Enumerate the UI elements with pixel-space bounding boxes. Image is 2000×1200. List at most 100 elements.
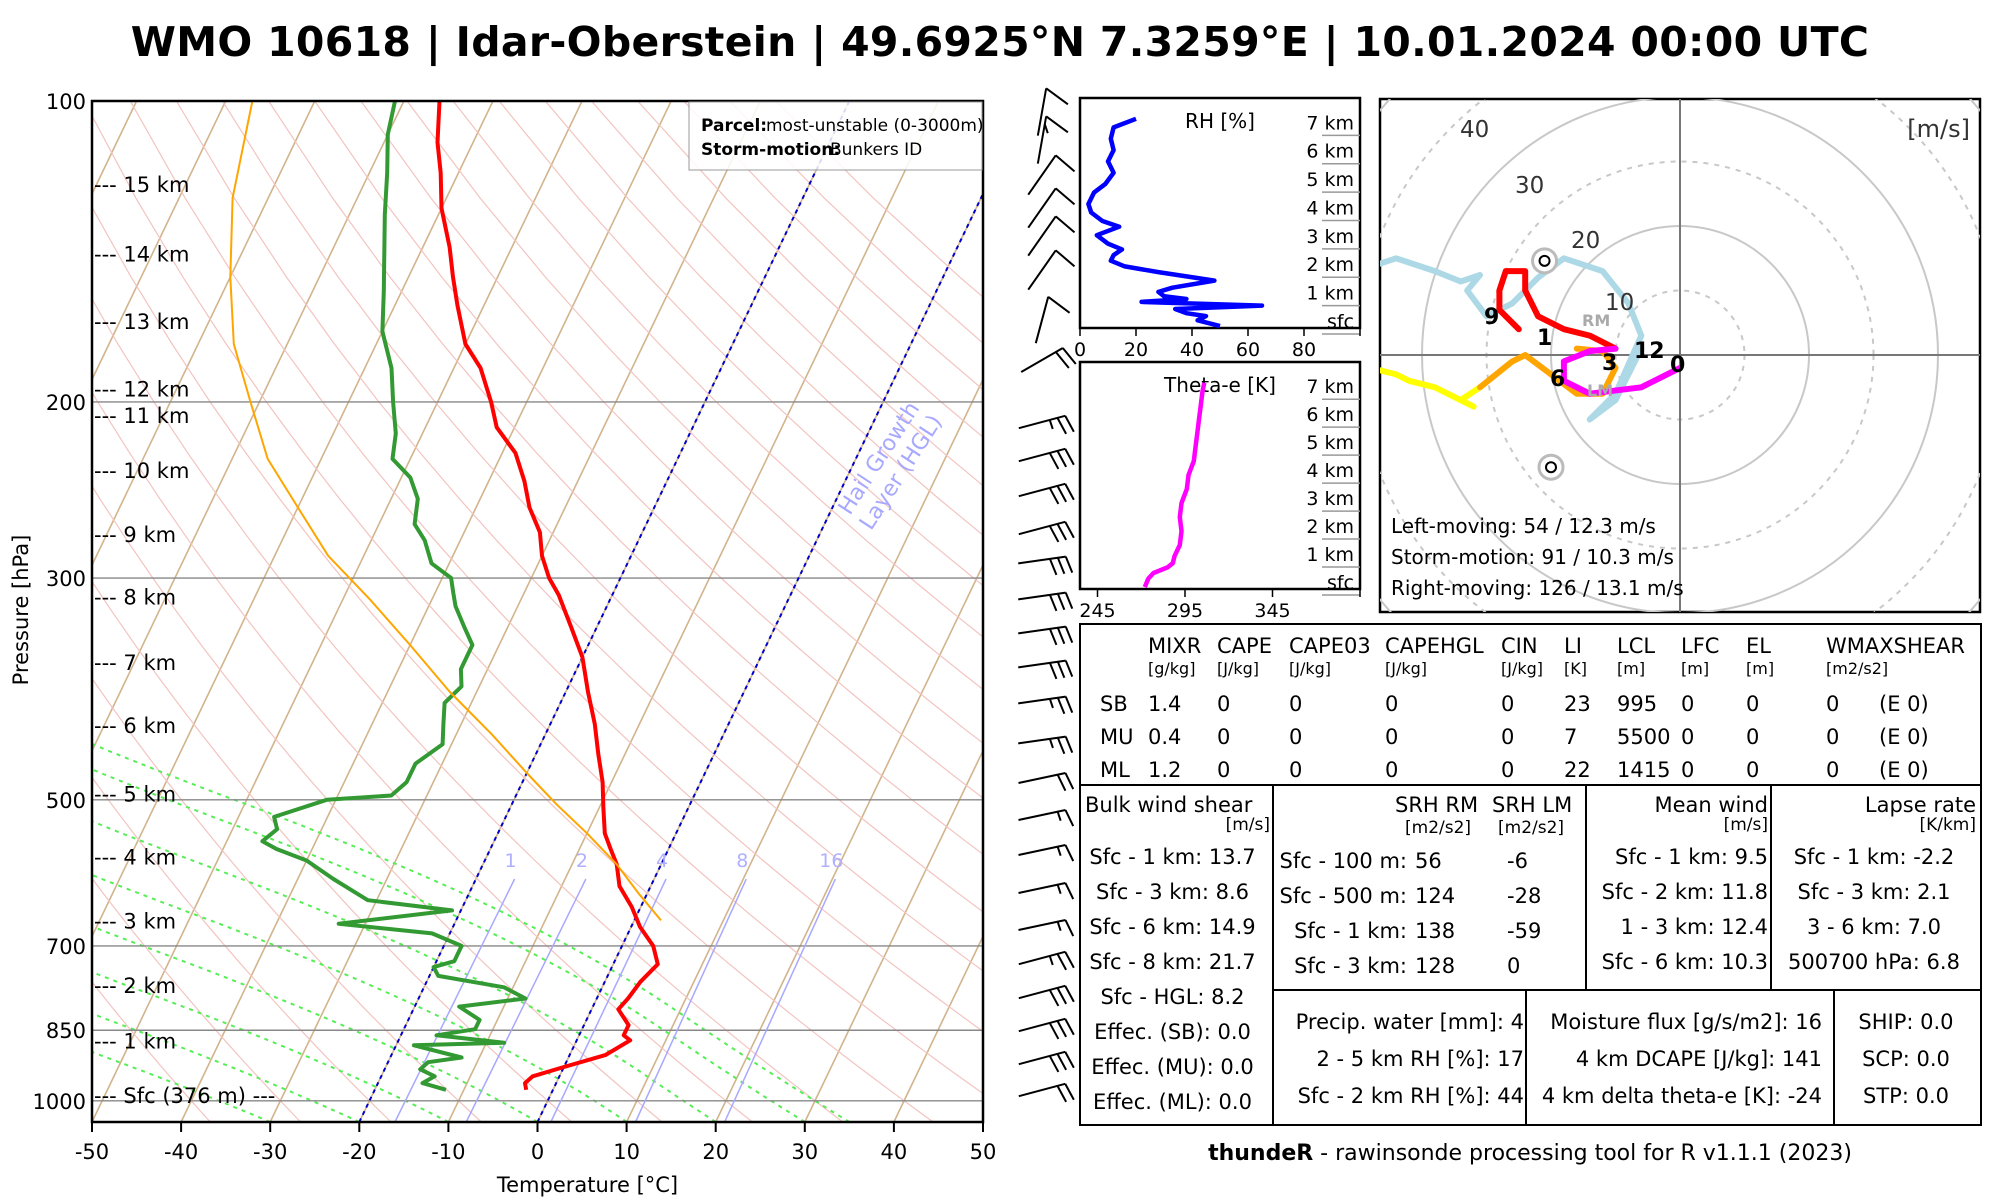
barb-flag [1045,87,1069,106]
isotherm-line [92,101,494,939]
wind-barb [1027,249,1076,291]
wind-barb [1018,591,1074,612]
wind-barb [1018,447,1075,470]
barb-flag [1055,215,1076,234]
dry-adiabat [92,485,663,1122]
mixing-ratio-line [723,878,837,1122]
profile-dewpoint [260,101,528,1092]
index-header: MIXR [1148,634,1202,658]
mean-wind-title: Mean wind [1654,793,1768,817]
height-label: --- 9 km [94,523,176,547]
srh-row-label: Sfc - 1 km: [1294,919,1407,943]
srh-rm-value: 138 [1415,919,1456,943]
barb-flag [1056,1053,1067,1071]
moisture-row-2: 4 km delta theta-e [K]: -24 [1541,1084,1822,1108]
index-unit: [J/kg] [1385,659,1428,678]
hodograph-segment [1477,345,1619,397]
index-unit: [J/kg] [1217,659,1260,678]
height-label: --- 10 km [94,459,189,483]
mixing-ratio-line [550,878,667,1122]
mean-wind-unit: [m/s] [1723,815,1768,835]
moist-adiabat [92,873,628,1122]
dry-adiabat [92,981,211,1122]
dry-adiabat [544,101,983,536]
composite-row: SHIP: 0.0 [1858,1010,1954,1034]
ring-label: 20 [1571,228,1600,254]
footer-brand: thundeR [1208,1141,1314,1166]
lapse-rate-row: 500700 hPa: 6.8 [1788,950,1960,974]
index-cell: 0 [1826,725,1840,749]
barb-flag [1056,485,1067,503]
barb-flag [1064,521,1075,539]
srh-row: Sfc - 3 km: 128 0 [1275,954,1575,978]
height-label: --- 8 km [94,585,176,609]
barb-flag [1048,487,1060,505]
wind-barbs [1018,87,1077,1103]
index-unit: [J/kg] [1501,659,1544,678]
wind-barb [1018,1082,1075,1103]
barb-flag [1056,593,1066,611]
profile-temperature [435,101,660,1091]
dry-adiabat [452,101,983,638]
index-cell: 7 [1564,725,1578,749]
barb-flag [1064,483,1075,501]
wind-barb [1018,482,1075,505]
index-cell: 0 [1289,725,1303,749]
dry-adiabat [314,101,983,799]
index-row-label: MU [1100,725,1134,749]
barb-staff [1034,296,1050,344]
barb-flag [1048,989,1060,1007]
moisture-block-2: Moisture flux [g/s/m2]: 16 4 km DCAPE [J/… [1520,1010,1822,1121]
index-row-label: SB [1100,692,1128,716]
wind-barb [1018,659,1074,680]
wind-barb [1018,882,1075,900]
hodograph-point-label: 9 [1484,305,1499,330]
x-tick-label: 40 [881,1140,908,1164]
index-unit: [m2/s2] [1826,659,1889,678]
km-label: sfc [1327,311,1354,333]
height-label: --- 14 km [94,242,189,266]
moist-adiabat [92,1012,360,1122]
x-axis-label: Temperature [°C] [496,1173,678,1197]
srh-lm-unit: [m2/s2] [1498,818,1565,838]
isotherm-line [893,934,983,1122]
km-label: 3 km [1306,488,1354,510]
index-cell: 0 [1289,692,1303,716]
y-tick-label: 100 [46,90,86,114]
dry-adiabat [360,101,983,744]
wind-barb [1020,347,1077,373]
storm-motion-stat: Storm-motion: 91 / 10.3 m/s [1391,545,1674,569]
srh-rm-title: SRH RM [1395,793,1479,817]
legend-parcel-value: most-unstable (0-3000m) [766,116,984,136]
mixing-ratio-line [394,878,516,1122]
rh-panel: 7 km 6 km 5 km 4 km 3 km 2 km 1 km sfc RH [%] 0 20… [1074,96,1362,361]
ring-label: 40 [1460,117,1489,143]
srh-lm-title: SRH LM [1492,793,1573,817]
km-label: 2 km [1306,254,1354,276]
srh-rm-value: 56 [1415,849,1442,873]
index-unit: [J/kg] [1289,659,1332,678]
barb-flag [1048,662,1058,680]
barb-flag [1056,1085,1067,1103]
barb-half-flag [1048,738,1054,749]
dry-adiabat [268,101,983,856]
index-cell: 0 [1385,758,1399,782]
hodograph-segment [1380,367,1483,410]
lapse-rate-unit: [K/km] [1919,815,1976,835]
hodograph-segment [1560,345,1683,397]
panel-x-tick-label: 40 [1180,339,1204,361]
lapse-rate-row: Sfc - 3 km: 2.1 [1797,880,1951,904]
bulk-shear-unit: [m/s] [1225,815,1270,835]
barb-flag [1056,774,1067,792]
barb-flag [1056,737,1066,755]
wind-barb [1018,414,1075,435]
hodograph-units: [m/s] [1907,115,1970,143]
hodograph-point-label: 6 [1550,367,1565,392]
moist-adiabat [92,742,850,1122]
barb-flag [1048,1022,1060,1040]
mixing-ratio-label: 2 [576,850,588,872]
index-unit: [g/kg] [1148,659,1196,678]
index-header: EL [1746,634,1771,658]
wind-barb [1018,1050,1075,1073]
barb-flag [1056,1020,1067,1038]
